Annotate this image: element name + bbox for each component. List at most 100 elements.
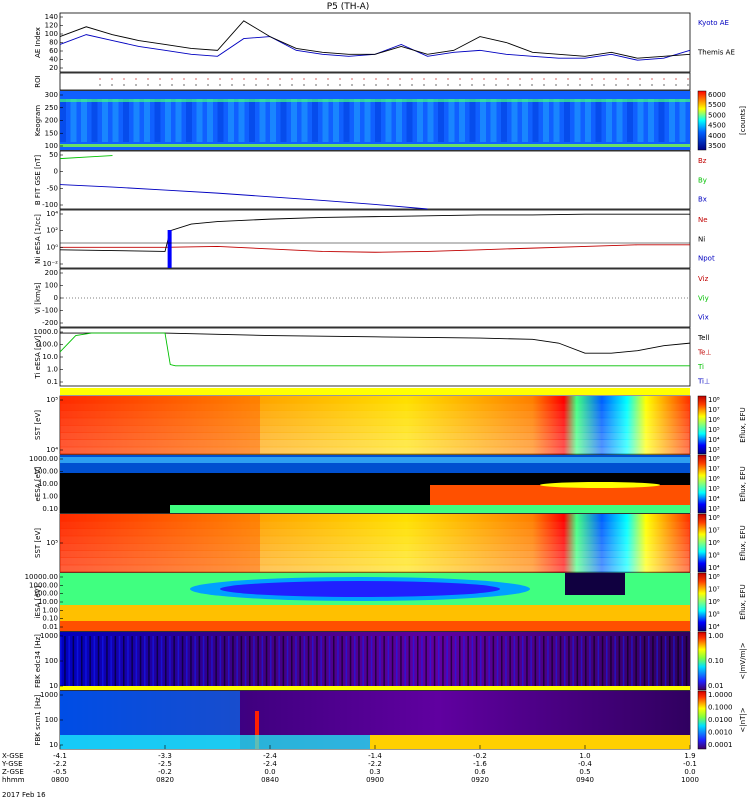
cbtick-esa_e: 10⁴: [708, 495, 720, 503]
cbtick-fbk_b: 0.0001: [708, 741, 733, 749]
ytick-vi: 200: [45, 269, 58, 277]
panel-keogram: [60, 91, 690, 150]
ytick-ti: 100.0: [38, 341, 58, 349]
ytick-keogram: 300: [45, 91, 58, 99]
cbtick-esa_e: 10⁸: [708, 455, 720, 463]
series-ti-2: [59, 332, 690, 367]
cbtick-fbk_b: 0.0010: [708, 729, 733, 737]
ytick-keogram: 150: [45, 129, 58, 137]
cbtick-keogram: 4000: [708, 132, 726, 140]
ytick-ni: 10²: [46, 227, 58, 235]
cbtick-sst_i: 10⁷: [708, 527, 720, 535]
ytick-keogram: 100: [45, 142, 58, 150]
ylabel-ni: Ni eESA [1/cc]: [34, 214, 42, 264]
legend-ni-0: Ne: [698, 216, 708, 224]
ylabel-roi: ROI: [34, 75, 42, 87]
ytick-esa_e: 1000.00: [29, 455, 58, 463]
colorbar-esa_i: [697, 572, 707, 632]
ephem-value: -0.1: [683, 760, 697, 768]
colorbar-sst_e: [697, 395, 707, 455]
ylabel-ti: Ti eESA [eV]: [34, 335, 42, 379]
chart-title: P5 (TH-A): [327, 2, 370, 12]
ephem-value: -4.1: [53, 752, 67, 760]
ytick-fbk_e: 10: [49, 682, 58, 690]
cbtick-fbk_e: 0.01: [708, 682, 724, 690]
ytick-vi: 0: [54, 294, 58, 302]
cbtick-sst_i: 10⁵: [708, 552, 720, 560]
legend-vi-0: Viz: [698, 275, 709, 283]
cblabel-esa_i: Eflux, EFU: [739, 584, 747, 619]
cbtick-keogram: 4500: [708, 122, 726, 130]
cbtick-sst_e: 10⁴: [708, 436, 720, 444]
ephem-value: 0940: [576, 776, 594, 784]
ylabel-fbk_b: FBK scm1 [Hz]: [34, 694, 42, 745]
ytick-fbk_b: 10: [49, 741, 58, 749]
cbtick-fbk_e: 0.10: [708, 657, 724, 665]
panel-bfit: [59, 155, 428, 210]
colorbar-fbk_b: [697, 690, 707, 750]
ytick-fbk_b: 1000: [40, 691, 58, 699]
ytick-esa_i: 1.00: [42, 606, 58, 614]
ephem-value: -2.2: [368, 760, 382, 768]
cblabel-sst_e: Eflux, EFU: [739, 407, 747, 442]
cbtick-esa_e: 10³: [708, 505, 720, 513]
ytick-ae: 120: [45, 22, 58, 30]
panel-sst_e: [60, 396, 690, 455]
ytick-keogram: 250: [45, 104, 58, 112]
cbtick-keogram: 5500: [708, 101, 726, 109]
ytick-bfit: -50: [47, 184, 58, 192]
cbtick-fbk_b: 0.1000: [708, 704, 733, 712]
colorbar-sst_i: [697, 513, 707, 573]
ytick-sst_e: 10⁴: [46, 446, 58, 454]
ephem-value: 0.0: [264, 768, 275, 776]
ytick-ae: 20: [49, 64, 58, 72]
cbtick-keogram: 6000: [708, 91, 726, 99]
cbtick-fbk_b: 1.0000: [708, 691, 733, 699]
cbtick-esa_e: 10⁶: [708, 475, 720, 483]
cbtick-esa_e: 10⁷: [708, 465, 720, 473]
cbtick-sst_i: 10⁴: [708, 564, 720, 572]
ylabel-esa_i: iESA [eV]: [34, 585, 42, 618]
ytick-ni: 10⁻²: [43, 260, 59, 268]
ylabel-bfit: B FIT GSE [nT]: [34, 155, 42, 206]
ephem-value: -1.6: [473, 760, 487, 768]
ytick-ti: 1000.0: [34, 328, 59, 336]
cbtick-sst_i: 10⁶: [708, 539, 720, 547]
ephem-value: 1.0: [579, 752, 590, 760]
ytick-ni: 10⁴: [46, 210, 58, 218]
ytick-bfit: 0: [54, 168, 58, 176]
cbtick-sst_i: 10⁸: [708, 514, 720, 522]
ephem-label: Z-GSE: [2, 768, 24, 776]
ytick-esa_i: 10.00: [38, 598, 58, 606]
colorbar-keogram: [697, 90, 707, 151]
ytick-ae: 60: [49, 47, 58, 55]
ephem-value: 1.9: [684, 752, 695, 760]
ytick-ae: 40: [49, 56, 58, 64]
ytick-sst_e: 10⁵: [46, 396, 58, 404]
legend-bfit-1: By: [698, 176, 707, 184]
ytick-ni: 10⁰: [46, 243, 58, 251]
legend-ni-1: Ni: [698, 235, 705, 243]
ylabel-fbk_e: FBK edc34 [Hz]: [34, 634, 42, 688]
legend-ae-0: Kyoto AE: [698, 19, 729, 27]
ephem-value: 1000: [681, 776, 699, 784]
ytick-bfit: 50: [49, 151, 58, 159]
ylabel-keogram: Keogram: [34, 105, 42, 136]
colorbar-esa_e: [697, 454, 707, 514]
ytick-keogram: 200: [45, 117, 58, 125]
cbtick-esa_i: 10⁷: [708, 586, 720, 594]
ephem-value: -3.3: [158, 752, 172, 760]
ytick-esa_e: 0.10: [42, 505, 58, 513]
series-ti-0: [60, 332, 691, 354]
ephem-value: 0920: [471, 776, 489, 784]
legend-bfit-2: Bx: [698, 196, 707, 204]
cbtick-fbk_b: 0.0100: [708, 716, 733, 724]
ytick-sst_i: 10⁵: [46, 539, 58, 547]
ephem-value: -2.4: [263, 760, 277, 768]
ephem-value: -0.4: [578, 760, 592, 768]
legend-ae-1: Themis AE: [697, 49, 735, 57]
ytick-ti: 10.0: [42, 353, 58, 361]
ephem-value: 0.0: [684, 768, 695, 776]
series-ni-1: [59, 213, 690, 252]
